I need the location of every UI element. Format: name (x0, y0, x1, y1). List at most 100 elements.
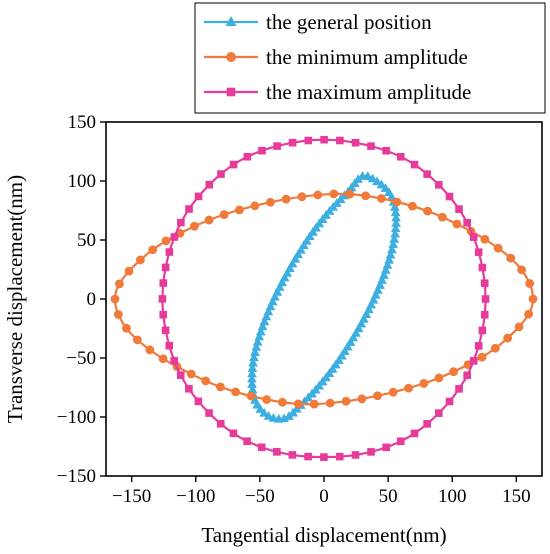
data-point (254, 331, 265, 341)
data-point (478, 263, 487, 272)
data-point (261, 311, 272, 321)
data-point (273, 142, 281, 150)
data-point (247, 368, 257, 378)
data-point (506, 253, 516, 263)
data-point (345, 189, 355, 199)
data-point (382, 443, 390, 452)
data-point (170, 356, 179, 365)
data-point (247, 384, 258, 394)
series-3 (158, 135, 490, 461)
legend-items: the general position the minimum amplitud… (204, 10, 471, 104)
data-point (325, 398, 335, 408)
data-point (216, 419, 225, 428)
data-point (329, 189, 339, 199)
data-point (404, 383, 413, 393)
data-point (263, 410, 274, 420)
data-point (287, 258, 298, 268)
legend: the general position the minimum amplitud… (194, 2, 546, 114)
data-point (435, 181, 443, 189)
data-point (114, 279, 124, 289)
data-point (396, 152, 405, 161)
data-point (390, 228, 400, 238)
data-point (145, 345, 155, 355)
data-point (265, 301, 276, 311)
data-point (243, 437, 251, 445)
data-point (341, 396, 351, 406)
data-point (158, 354, 168, 364)
data-point (281, 194, 291, 204)
data-point (259, 316, 270, 326)
data-point (249, 352, 259, 362)
data-point (387, 244, 397, 254)
data-point (423, 420, 431, 428)
data-point (298, 240, 309, 250)
data-point (256, 326, 266, 336)
y-tick-label: 100 (68, 171, 97, 192)
data-point (219, 210, 229, 219)
data-point (266, 197, 275, 207)
data-point (148, 245, 158, 255)
data-point (528, 294, 538, 304)
data-point (474, 248, 483, 256)
data-point (320, 453, 328, 461)
data-point (258, 146, 266, 155)
data-point (186, 369, 196, 379)
data-point (437, 212, 447, 222)
data-point (159, 310, 168, 319)
data-point (217, 170, 225, 178)
data-point (390, 223, 401, 233)
y-tick-label: −100 (57, 407, 96, 428)
data-point (524, 309, 534, 319)
data-point (201, 376, 211, 386)
data-point (290, 253, 301, 263)
data-point (250, 201, 260, 211)
data-point (270, 291, 280, 301)
data-point (353, 174, 363, 183)
data-point (194, 397, 203, 406)
data-point (396, 437, 405, 446)
data-point (463, 371, 471, 380)
y-axis-title: Transverse displacement(nm) (3, 175, 27, 423)
y-tick-label: 150 (68, 112, 97, 133)
data-point (445, 192, 454, 201)
x-tick-label: 150 (502, 486, 531, 507)
data-point (517, 265, 526, 275)
data-point (480, 311, 489, 319)
data-point (304, 452, 312, 461)
data-point (231, 387, 241, 397)
data-point (124, 266, 134, 276)
data-point (385, 249, 396, 259)
legend-marker (225, 16, 237, 26)
data-point (313, 190, 323, 200)
data-point (478, 326, 487, 335)
data-point (490, 343, 500, 353)
data-point (246, 391, 256, 401)
data-point (285, 263, 295, 273)
data-point (279, 272, 290, 282)
data-point (250, 347, 260, 356)
data-point (320, 135, 328, 144)
x-tick-label: −100 (176, 486, 215, 507)
data-point (390, 207, 401, 217)
data-point (445, 397, 454, 406)
data-point (122, 323, 131, 333)
x-axis-title: Tangential displacement(nm) (201, 523, 446, 547)
data-point (474, 342, 483, 350)
data-point (382, 146, 390, 155)
data-point (161, 326, 170, 335)
data-point (185, 384, 193, 393)
y-tick-label: −50 (66, 348, 96, 369)
data-point (252, 399, 263, 409)
axes-layer: −150 −100 −50 0 50 100 150 −150 −100 −50 0 50 100 150 (57, 112, 531, 507)
data-point (185, 205, 193, 213)
data-point (435, 409, 443, 417)
data-point (293, 249, 303, 259)
data-point (469, 357, 478, 365)
data-point (419, 379, 429, 388)
data-point (372, 176, 382, 186)
data-point (407, 201, 417, 211)
data-point (367, 142, 375, 150)
data-point (273, 448, 281, 456)
data-point (389, 233, 400, 243)
